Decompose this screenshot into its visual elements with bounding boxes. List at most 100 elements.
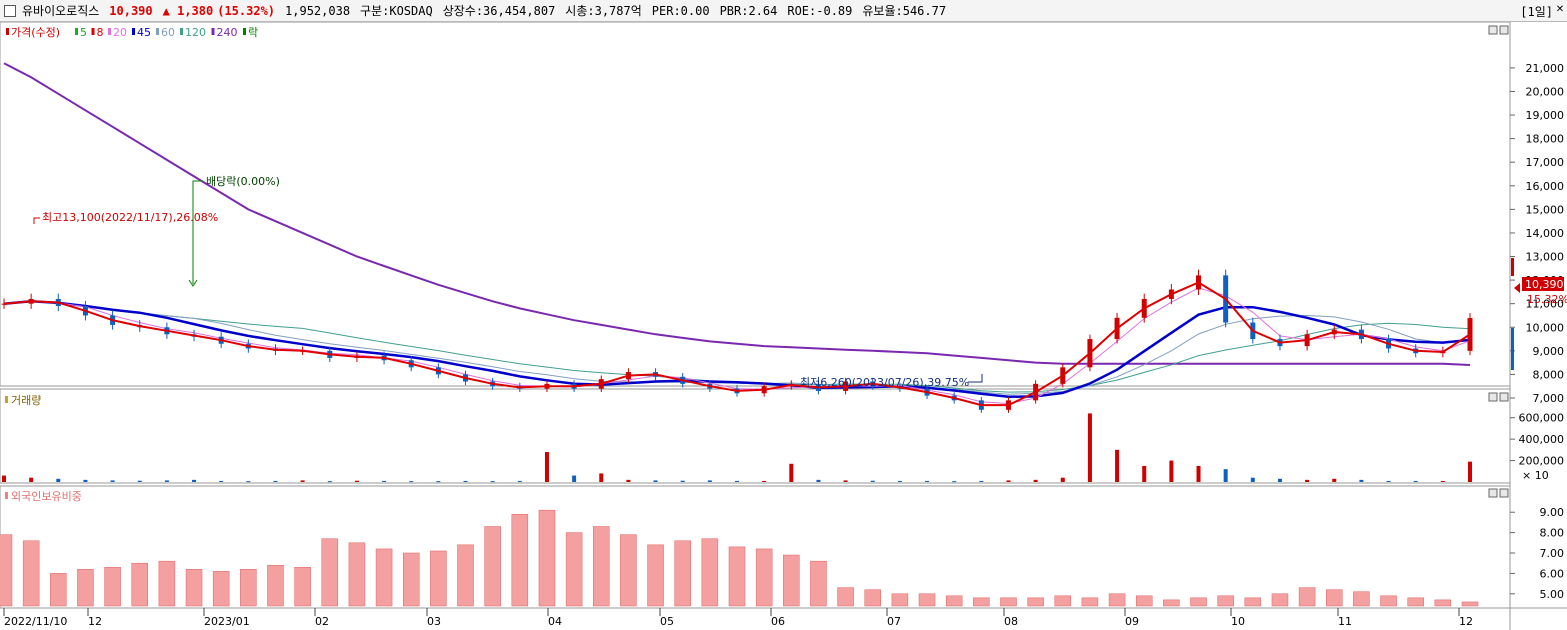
current-price-tag: 10,390 15.32%	[1514, 277, 1567, 306]
ma240-line	[3, 62, 1471, 366]
foreign-ratio-bar	[837, 587, 854, 607]
volume-bar	[1277, 478, 1282, 482]
foreign-ratio-bar	[22, 540, 40, 607]
volume-bar	[29, 477, 34, 482]
foreign-panel-buttons[interactable]	[1488, 488, 1509, 498]
legend-swatch	[75, 28, 78, 35]
volume-bar	[1115, 449, 1120, 482]
timeframe-selector[interactable]: [1일]	[1520, 5, 1553, 19]
close-icon[interactable]: ✕	[1555, 4, 1565, 15]
foreign-ratio-bar	[701, 538, 719, 607]
foreign-ratio-bar	[728, 546, 746, 607]
volume-bar	[762, 480, 767, 482]
foreign-ratio-bar	[593, 526, 610, 607]
volume-multiplier: × 10	[1522, 469, 1549, 482]
volume-bar	[897, 480, 902, 482]
listed-shares: 상장수:36,454,807	[442, 4, 556, 18]
checkbox[interactable]	[4, 4, 16, 17]
legend-swatch	[132, 28, 135, 35]
legend-item-label: 20	[113, 26, 127, 39]
foreign-ratio-bar	[1244, 597, 1262, 607]
foreign-ratio-bar	[484, 526, 501, 607]
price-tick-label: 19,000	[1526, 109, 1565, 122]
dividend-annotation: 배당락(0.00%)	[188, 175, 280, 287]
dividend-annotation-label: 배당락(0.00%)	[206, 175, 280, 188]
candle-body	[1, 303, 7, 305]
foreign-ratio-bar	[1135, 595, 1153, 607]
legend-item-label: 5	[80, 26, 87, 39]
foreign-ratio-bar	[565, 532, 583, 607]
price-series	[1, 62, 1473, 413]
volume-bar	[952, 481, 957, 483]
volume-bar	[653, 480, 658, 482]
price-scale-markers	[1511, 258, 1514, 370]
volume-bar	[1060, 477, 1065, 482]
volume-bar	[1033, 479, 1038, 482]
volume-bar	[246, 481, 251, 483]
volume-bar	[1250, 477, 1255, 482]
x-axis: 2022/11/10 12 2023/01 02 03 04 05 06 07 08 09 10 11 1…	[3, 608, 1473, 628]
x-tick-label: 04	[548, 615, 562, 628]
y-axes: 21,000 20,000 19,000 18,000 17,000 16,000 15,0…	[1510, 62, 1564, 601]
foreign-ratio-bar	[1054, 595, 1072, 607]
legend-swatch	[156, 28, 159, 35]
x-tick-label: 2022/11/10	[4, 615, 67, 628]
foreign-ratio-bar	[1434, 599, 1452, 607]
volume-bar	[436, 481, 441, 483]
foreign-ratio-bar	[620, 534, 637, 607]
price-tick-label: 17,000	[1526, 156, 1565, 169]
market-cap: 시총:3,787억	[565, 4, 642, 18]
price-tick-label: 11,000	[1526, 298, 1565, 311]
volume-bar	[572, 475, 577, 482]
volume-tick-label: 400,000	[1519, 433, 1565, 446]
volume-bar	[219, 480, 224, 482]
price-tick-label: 8,000	[1533, 368, 1565, 381]
volume-bar	[680, 480, 685, 482]
stock-chart[interactable]: 가격(수정) 5 8 20 45 60 120 240 락 거래량 외국인보유비중 21,000…	[0, 22, 1567, 630]
legend-swatch	[243, 28, 246, 35]
legend-swatch	[180, 28, 183, 35]
volume-bar	[843, 480, 848, 482]
price-tick-label: 7,000	[1533, 392, 1565, 405]
market-type: 구분:KOSDAQ	[360, 4, 433, 18]
legend-swatch	[6, 28, 9, 35]
volume-bar	[789, 463, 794, 482]
price-panel[interactable]	[0, 22, 1511, 387]
ma8-line	[3, 281, 1471, 407]
per-value: PER:0.00	[651, 3, 710, 18]
legend-item-label: 락	[248, 26, 258, 39]
foreign-panel-title: 외국인보유비중	[11, 490, 82, 503]
foreign-ratio-bar	[891, 593, 909, 607]
volume-bar	[1386, 480, 1391, 482]
low-annotation-label: 최저6,260(2023/07/26),39.75%	[800, 376, 969, 389]
foreign-ratio-bar	[267, 564, 284, 607]
foreign-ratio-bar	[104, 567, 121, 607]
foreign-ratio-bar	[918, 593, 936, 607]
price-tick-label: 16,000	[1526, 180, 1565, 193]
price-tick-label: 18,000	[1526, 133, 1565, 146]
current-pct-tag-label: 15.32%	[1527, 293, 1567, 306]
high-annotation: 최고13,100(2022/11/17),26.08%	[33, 211, 218, 224]
price-change: ▲ 1,380	[162, 3, 214, 18]
volume-panel[interactable]	[0, 388, 1511, 484]
price-tick-label: 20,000	[1526, 85, 1565, 98]
legend-item-label: 240	[217, 26, 238, 39]
volume-bar	[327, 481, 332, 483]
stock-name[interactable]: 유바이오로직스	[22, 4, 100, 18]
volume-bar	[517, 480, 522, 482]
volume-bar	[83, 479, 88, 482]
foreign-ratio-bar	[77, 569, 94, 607]
volume-bar	[1142, 465, 1147, 482]
foreign-ratio-bar	[1081, 597, 1099, 607]
volume-bar	[1006, 480, 1011, 482]
volume-panel-buttons[interactable]	[1488, 392, 1509, 402]
x-tick-label: 11	[1338, 615, 1352, 628]
volume-bar	[1332, 478, 1337, 482]
high-annotation-label: 최고13,100(2022/11/17),26.08%	[42, 211, 218, 224]
price-panel-buttons[interactable]	[1488, 25, 1509, 35]
price-tick-label: 15,000	[1526, 203, 1565, 216]
foreign-tick-label: 8.00	[1540, 527, 1565, 540]
volume-bar	[1169, 460, 1174, 482]
foreign-ratio-bar	[674, 540, 691, 607]
legend-item-label: 가격(수정)	[11, 26, 60, 39]
